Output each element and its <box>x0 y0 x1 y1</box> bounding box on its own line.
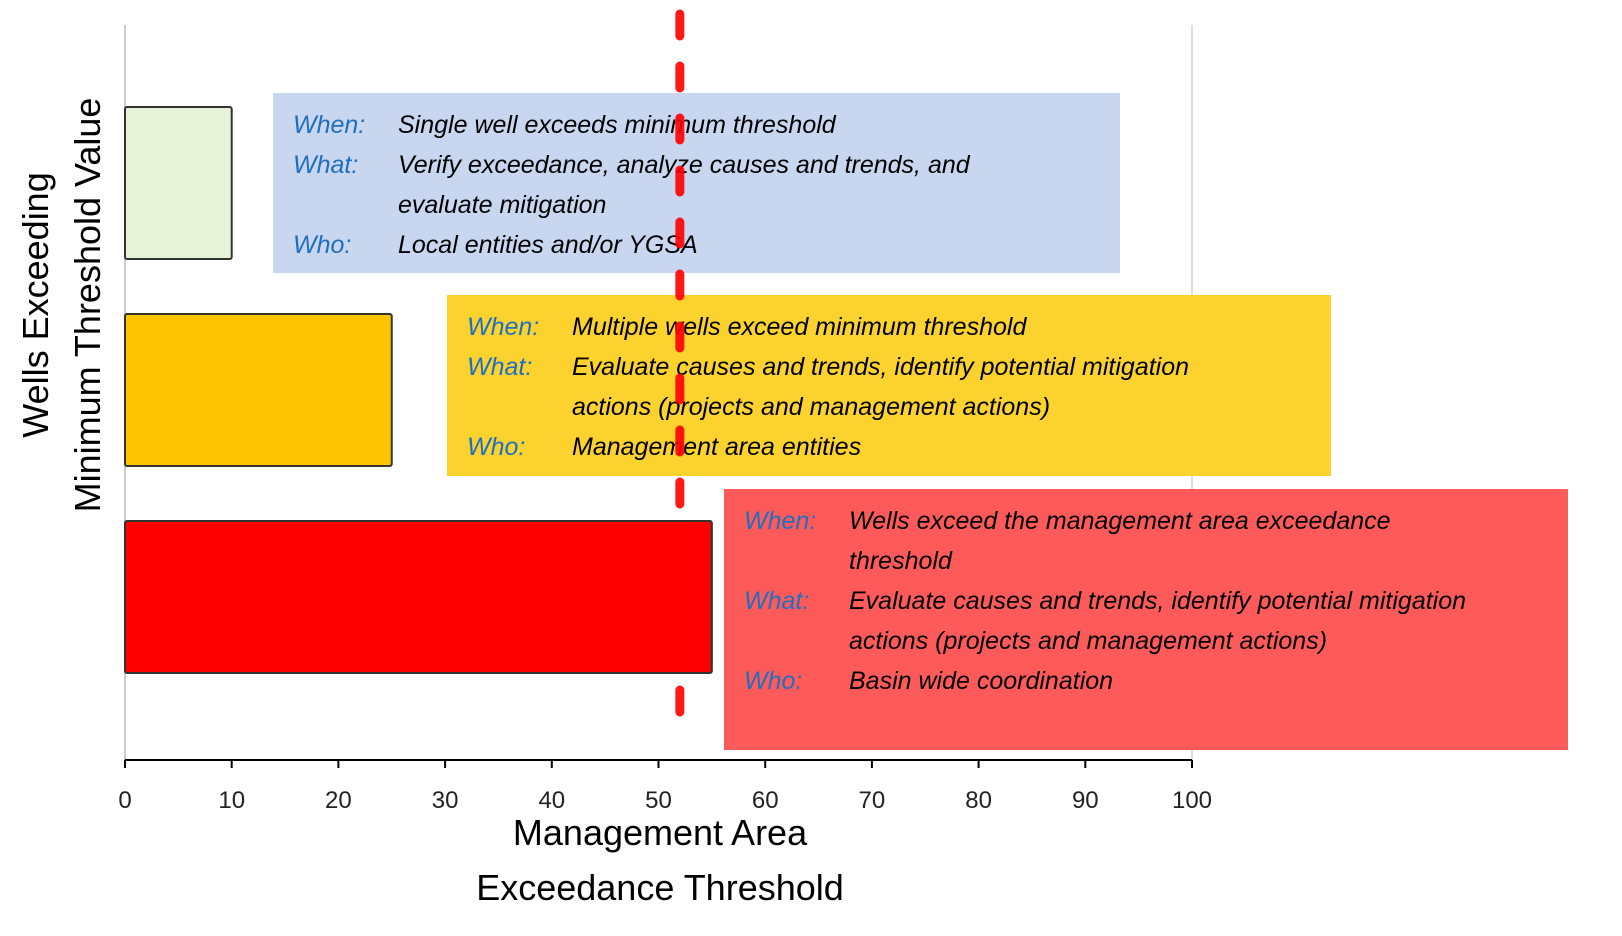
x-tick-label: 20 <box>325 787 352 814</box>
bar <box>124 313 393 467</box>
annotation-text: evaluate mitigation <box>398 191 606 219</box>
annotation-key: Who: <box>467 433 525 461</box>
annotation-box <box>724 489 1568 750</box>
annotation-text: Verify exceedance, analyze causes and tr… <box>398 151 971 179</box>
annotation-key: What: <box>293 151 358 179</box>
x-tick-label: 60 <box>752 787 779 814</box>
bar <box>124 106 233 260</box>
y-axis-label: Minimum Threshold Value <box>67 98 108 513</box>
x-tick-label: 30 <box>432 787 459 814</box>
annotation-text: Basin wide coordination <box>849 667 1113 695</box>
annotation-key: When: <box>293 111 365 139</box>
x-tick-label: 70 <box>859 787 886 814</box>
x-tick-label: 50 <box>645 787 672 814</box>
annotation-text: threshold <box>849 547 953 575</box>
annotation-text: Management area entities <box>572 433 861 461</box>
annotation-key: Who: <box>744 667 802 695</box>
x-tick-label: 0 <box>118 787 131 814</box>
x-axis-label: Management Area <box>513 812 808 853</box>
annotation-key: When: <box>744 507 816 535</box>
annotation-text: actions (projects and management actions… <box>849 627 1327 655</box>
x-tick-label: 90 <box>1072 787 1099 814</box>
annotation-box <box>447 295 1331 476</box>
annotation-text: Evaluate causes and trends, identify pot… <box>572 353 1189 381</box>
x-tick-label: 100 <box>1172 787 1212 814</box>
annotation-key: What: <box>744 587 809 615</box>
x-tick-label: 10 <box>218 787 245 814</box>
bar <box>124 520 713 674</box>
annotation-key: What: <box>467 353 532 381</box>
x-tick-label: 40 <box>538 787 565 814</box>
annotation-key: When: <box>467 313 539 341</box>
x-axis-label: Exceedance Threshold <box>476 867 844 908</box>
annotation-text: Wells exceed the management area exceeda… <box>849 507 1391 535</box>
annotation-text: Evaluate causes and trends, identify pot… <box>849 587 1466 615</box>
annotation-text: actions (projects and management actions… <box>572 393 1050 421</box>
y-axis-label: Wells Exceeding <box>15 172 56 437</box>
annotation-text: Local entities and/or YGSA <box>398 231 698 259</box>
annotation-box <box>273 93 1120 273</box>
annotation-text: Single well exceeds minimum threshold <box>398 111 837 139</box>
annotation-text: Multiple wells exceed minimum threshold <box>572 313 1027 341</box>
x-tick-label: 80 <box>965 787 992 814</box>
annotation-key: Who: <box>293 231 351 259</box>
